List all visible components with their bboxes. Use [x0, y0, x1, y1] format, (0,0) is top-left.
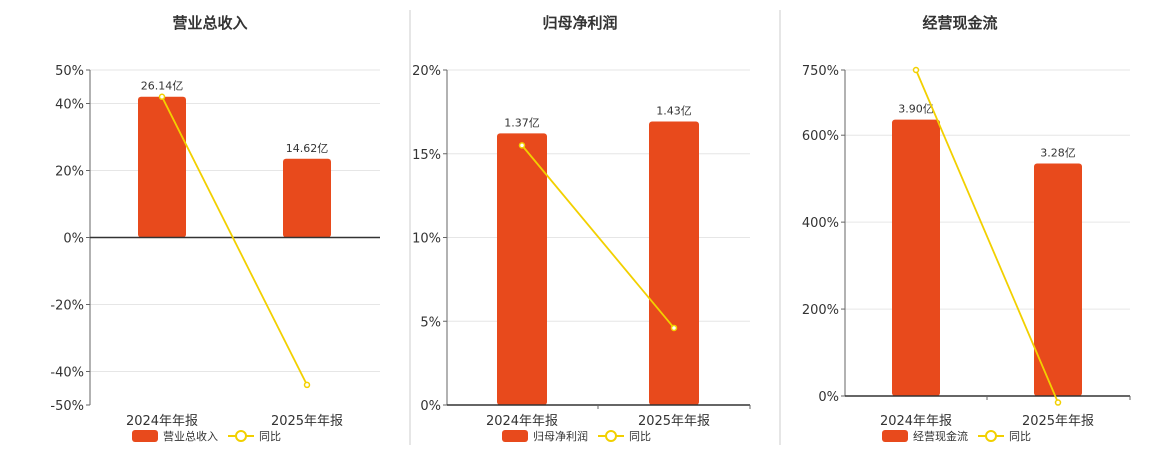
- y-tick-label: -50%: [50, 399, 84, 414]
- y-tick-label: 20%: [412, 64, 441, 79]
- yoy-line: [915, 69, 1059, 403]
- bar-data-label: 3.28亿: [1040, 147, 1076, 160]
- bar[interactable]: [892, 119, 940, 396]
- category-label: 2024年年报: [880, 414, 952, 429]
- legend-line-label: 同比: [259, 430, 281, 443]
- y-tick-label: -40%: [50, 366, 84, 381]
- legend-line-marker: [235, 430, 247, 442]
- category-label: 2024年年报: [486, 414, 558, 429]
- chart-title: 归母净利润: [542, 14, 617, 32]
- y-tick-label: 50%: [55, 64, 84, 79]
- yoy-point[interactable]: [518, 142, 526, 149]
- category-label: 2024年年报: [126, 414, 198, 429]
- legend-line-marker: [985, 430, 997, 442]
- yoy-point[interactable]: [912, 66, 920, 74]
- y-tick-label: 15%: [412, 148, 441, 163]
- bar[interactable]: [138, 96, 186, 238]
- legend-bar-swatch: [132, 430, 158, 442]
- legend-line-label: 同比: [629, 430, 651, 443]
- bar[interactable]: [497, 133, 547, 405]
- y-tick-label: 750%: [802, 64, 839, 79]
- bar[interactable]: [283, 158, 331, 238]
- legend-line-marker: [605, 430, 617, 442]
- y-tick-label: 400%: [802, 216, 839, 231]
- legend-bar-label: 营业总收入: [163, 429, 218, 443]
- category-label: 2025年年报: [1022, 414, 1094, 429]
- yoy-line: [521, 144, 675, 329]
- y-tick-label: 0%: [420, 399, 441, 414]
- bar-data-label: 1.37亿: [504, 116, 540, 129]
- yoy-point[interactable]: [670, 324, 678, 332]
- category-label: 2025年年报: [638, 414, 710, 429]
- bar-data-label: 3.90亿: [898, 103, 934, 116]
- y-tick-label: 200%: [802, 303, 839, 318]
- bar[interactable]: [649, 121, 699, 406]
- bar-data-label: 1.43亿: [656, 105, 692, 118]
- y-tick-label: 5%: [420, 315, 441, 330]
- legend-bar-label: 经营现金流: [913, 429, 968, 443]
- bar-data-label: 14.62亿: [286, 142, 329, 155]
- yoy-point[interactable]: [158, 93, 166, 101]
- y-tick-label: 0%: [63, 232, 84, 247]
- y-tick-label: -20%: [50, 299, 84, 314]
- yoy-line: [161, 96, 308, 386]
- chart-title: 营业总收入: [172, 14, 247, 32]
- legend-line-label: 同比: [1009, 430, 1031, 443]
- y-tick-label: 10%: [412, 232, 441, 247]
- y-tick-label: 20%: [55, 165, 84, 180]
- chart-title: 经营现金流: [922, 14, 997, 32]
- yoy-point[interactable]: [303, 381, 311, 389]
- legend-bar-swatch: [502, 430, 528, 442]
- legend-bar-label: 归母净利润: [533, 429, 588, 443]
- yoy-point[interactable]: [1054, 399, 1062, 406]
- y-tick-label: 40%: [55, 98, 84, 113]
- legend-bar-swatch: [882, 430, 908, 442]
- bar-data-label: 26.14亿: [141, 80, 184, 93]
- y-tick-label: 600%: [802, 129, 839, 144]
- y-tick-label: 0%: [818, 390, 839, 405]
- category-label: 2025年年报: [271, 414, 343, 429]
- bar[interactable]: [1034, 163, 1082, 396]
